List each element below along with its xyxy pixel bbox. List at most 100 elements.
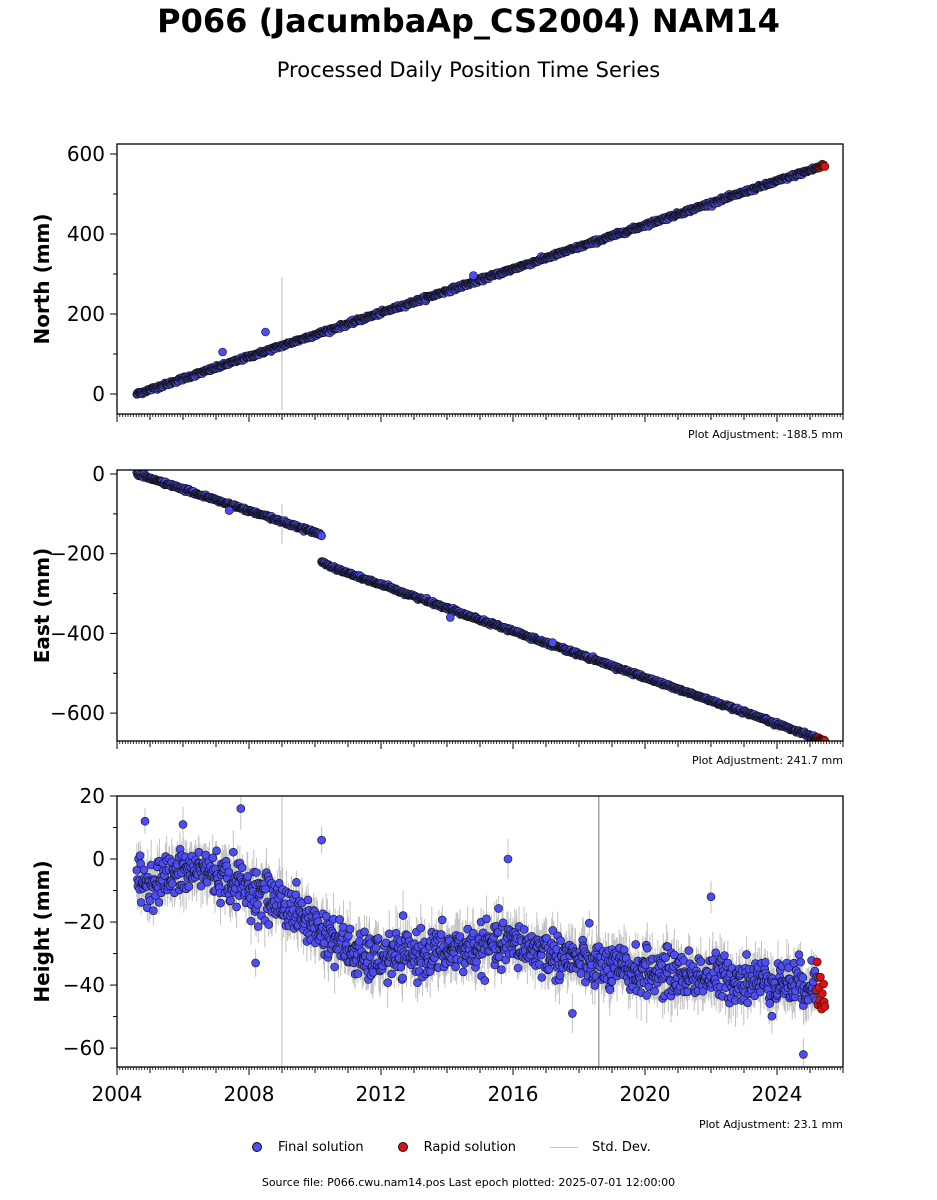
legend-item-std: Std. Dev. [550,1140,651,1155]
height-data-area [132,796,830,1067]
height-final-point-1142 [760,957,770,967]
height-final-point-439 [373,933,383,943]
height-final-point-456 [383,978,393,988]
north-rapid-point-13 [820,162,830,171]
height-final-point-617 [472,957,481,967]
height-plot-adjustment: Plot Adjustment: 23.1 mm [698,1118,843,1131]
height-final-point-662 [497,965,506,975]
height-final-point-927 [642,991,652,1000]
height-final-point-359 [330,962,339,972]
height-final-point-233 [261,884,270,894]
legend-label-final: Final solution [278,1139,364,1155]
legend-label-rapid: Rapid solution [423,1139,517,1155]
height-final-point-289 [291,890,301,900]
height-final-point-1237 [236,804,246,813]
north-final-point-1236 [261,327,270,337]
height-final-point-977 [669,950,679,960]
height-final-point-290 [292,877,301,887]
height-final-point-435 [371,943,381,953]
north-plot-adjustment: Plot Adjustment: -188.5 mm [688,428,843,441]
north-final-point-1238 [218,347,227,357]
legend: Final solution Rapid solution Std. Dev. [252,1137,685,1157]
height-final-point-665 [498,918,508,928]
height-final-point-217 [252,868,261,877]
height-final-point-769 [555,971,565,980]
height-final-point-587 [455,932,465,941]
height-rapid-point-13 [820,1002,830,1011]
height-rapid-point-1 [812,957,822,967]
source-footer: Source file: P066.cwu.nam14.pos Last epo… [261,1176,676,1189]
east-plot: 0 −200 −400 −600 East (mm) [30,462,844,749]
north-ytick-label: 0 [92,382,105,406]
east-final-point-1236 [224,506,234,515]
height-xtick-label: 2020 [620,1082,671,1106]
north-ylabel: North (mm) [30,213,54,344]
height-final-point-463 [387,969,396,979]
height-rapid-point-9 [817,989,827,998]
height-final-point-1236 [140,816,150,826]
height-final-point-24 [145,896,155,906]
height-final-point-859 [605,985,615,994]
height-final-point-516 [416,923,426,933]
height-ytick-label: −60 [63,1036,105,1060]
height-final-point-749 [544,964,554,974]
height-final-point-116 [196,881,206,891]
height-final-point-579 [451,962,460,972]
height-final-point-484 [398,911,408,920]
height-final-point-1243 [251,958,260,968]
chart-subtitle: Processed Daily Position Time Series [276,58,661,82]
north-series-rapid [812,159,830,173]
height-final-point-928 [642,943,652,953]
height-final-point-145 [212,846,221,856]
height-final-point-1239 [503,854,513,864]
height-final-point-401 [353,969,363,978]
height-final-point-413 [360,927,369,937]
height-final-point-138 [208,853,218,863]
east-final-point-1238 [548,638,557,647]
east-series-rapid [812,733,830,741]
height-final-point-553 [436,930,446,939]
height-final-point-1203 [794,950,804,960]
height-final-point-822 [584,918,594,928]
height-final-point-1025 [696,957,706,966]
north-ytick-label: 600 [67,142,105,166]
legend-label-std: Std. Dev. [592,1139,651,1155]
east-ylabel: East (mm) [30,548,54,664]
height-final-point-483 [398,973,407,983]
height-final-point-152 [216,898,225,908]
height-xtick-label: 2004 [92,1082,143,1106]
height-final-point-219 [253,899,262,909]
height-final-point-30 [149,906,158,916]
height-final-point-1241 [568,1009,577,1018]
height-stddev-bars [136,796,818,1067]
east-ytick-label: 0 [92,462,105,486]
height-final-point-220 [253,922,263,931]
height-final-point-1110 [743,998,753,1008]
height-final-point-167 [224,867,234,877]
height-ylabel: Height (mm) [30,860,54,1002]
height-xtick-label: 2024 [752,1082,803,1106]
height-final-point-907 [631,940,641,949]
east-final-point-335 [317,531,326,541]
height-final-point-1242 [706,892,716,902]
height-final-point-657 [494,904,503,913]
height-final-point-13 [139,865,149,875]
rapid-solution-marker-icon [397,1142,408,1152]
std-dev-line-icon [550,1146,579,1148]
height-final-point-635 [482,914,491,924]
height-final-point-1240 [799,1050,808,1059]
height-final-point-693 [513,963,523,973]
height-final-point-1206 [796,957,805,967]
east-final-point-1237 [445,613,455,622]
height-xtick-label: 2016 [488,1082,539,1106]
height-final-point-632 [480,976,490,985]
east-data-area [132,470,830,741]
east-ytick-label: −400 [50,621,105,645]
height-final-point-40 [154,897,164,907]
height-final-point-480 [396,962,406,972]
height-final-point-8 [136,898,146,907]
east-ytick-label: −600 [50,701,105,725]
height-final-point-175 [229,847,238,857]
height-final-point-1068 [720,951,729,960]
